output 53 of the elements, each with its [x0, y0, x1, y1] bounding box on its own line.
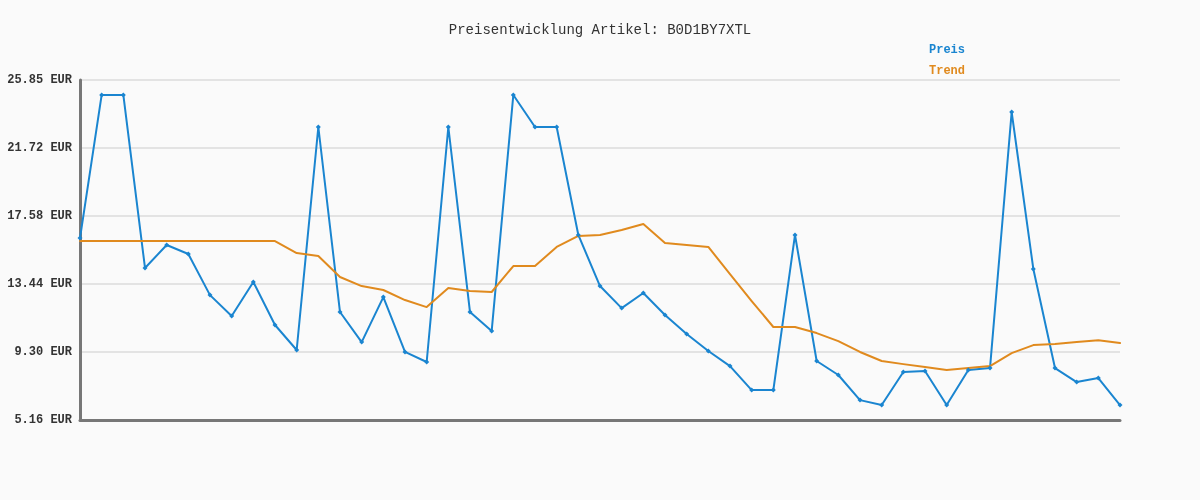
point [424, 359, 430, 365]
point [77, 235, 83, 241]
point [705, 348, 711, 354]
point [294, 347, 300, 353]
point [1117, 402, 1123, 408]
y-tick-label: 21.72 EUR [7, 140, 73, 155]
text: Trend [928, 64, 966, 78]
point [1052, 365, 1058, 371]
point [554, 124, 560, 130]
point [684, 331, 690, 337]
point [532, 124, 538, 130]
point [597, 283, 603, 289]
y-tick-label: 13.44 EUR [7, 276, 73, 291]
point [359, 339, 365, 345]
point [944, 402, 950, 408]
point [315, 124, 321, 130]
point [1030, 266, 1036, 272]
point [879, 402, 885, 408]
chart-title: Preisentwicklung Artikel: B0D1BY7XTL [448, 22, 752, 38]
point [857, 397, 863, 403]
point [662, 312, 668, 318]
point [835, 372, 841, 378]
point [402, 349, 408, 355]
point [207, 292, 213, 298]
point [185, 251, 191, 257]
point [640, 290, 646, 296]
y-tick-label: 25.85 EUR [7, 73, 73, 87]
point [510, 92, 516, 98]
point [467, 309, 473, 315]
point [337, 309, 343, 315]
point [489, 328, 495, 334]
y-tick-label: 17.58 EUR [7, 208, 73, 223]
point [1095, 375, 1101, 381]
point [814, 358, 820, 364]
point [987, 365, 993, 371]
y-tick-label: 5.16 EUR [14, 413, 73, 427]
text: Preis [928, 43, 966, 57]
point [445, 124, 451, 130]
line-series [79, 222, 1121, 372]
point [1009, 109, 1015, 115]
point [792, 232, 798, 238]
point [1074, 379, 1080, 385]
point [965, 367, 971, 373]
point [164, 242, 170, 248]
point [922, 368, 928, 374]
point [142, 265, 148, 271]
point [900, 369, 906, 375]
point [727, 363, 733, 369]
point [575, 232, 581, 238]
point [229, 313, 235, 319]
point [619, 305, 625, 311]
point [272, 322, 278, 328]
y-tick-label: 9.30 EUR [14, 344, 73, 359]
